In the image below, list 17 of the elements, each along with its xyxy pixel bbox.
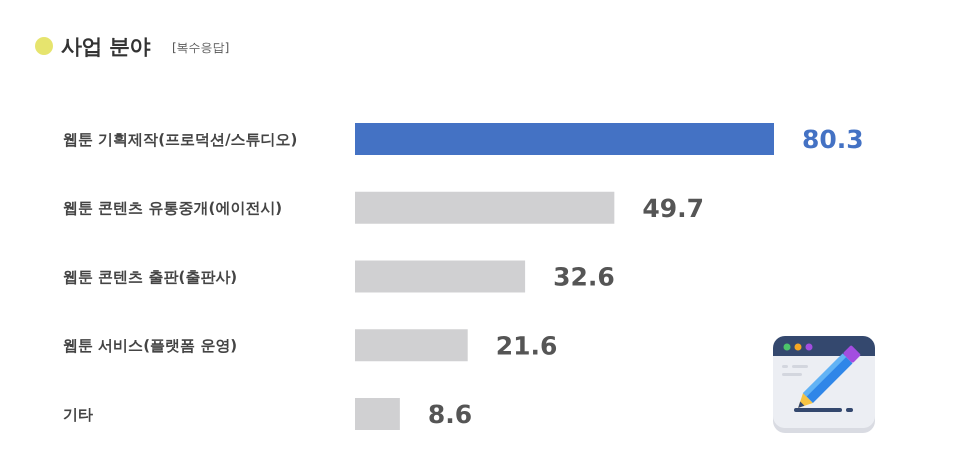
data-label: 32.6	[553, 262, 615, 292]
text: [복수응답]	[172, 40, 230, 54]
bar	[355, 398, 400, 430]
y-tick-label: 기타	[63, 405, 93, 424]
text: 사업 분야	[61, 34, 150, 59]
y-tick-label: 웹툰 콘텐츠 유통중개(에이전시)	[63, 199, 282, 217]
bar	[355, 260, 526, 292]
bar	[355, 192, 614, 224]
data-label: 80.3	[802, 125, 864, 154]
y-tick-label: 웹툰 서비스(플랫폼 운영)	[63, 336, 238, 354]
y-tick-label: 웹툰 콘텐츠 출판(출판사)	[63, 268, 238, 286]
y-tick-label: 웹툰 기획제작(프로덕션/스튜디오)	[63, 130, 298, 148]
data-label: 49.7	[642, 194, 704, 223]
bar	[355, 329, 468, 362]
data-label: 8.6	[428, 400, 472, 429]
bar	[355, 123, 774, 155]
data-label: 21.6	[496, 331, 558, 360]
